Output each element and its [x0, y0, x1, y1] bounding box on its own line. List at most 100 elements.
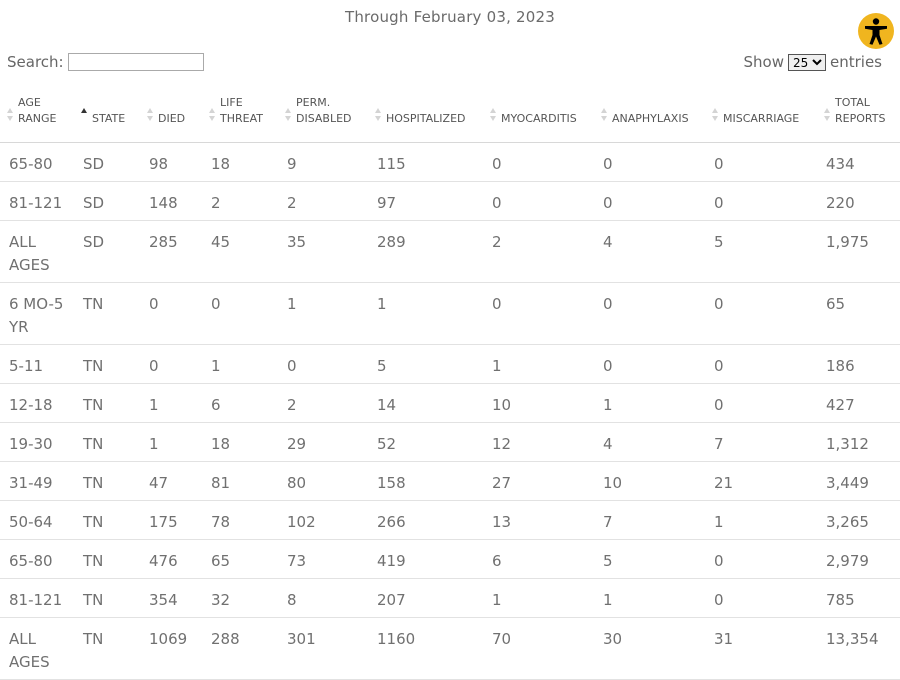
table-cell: 1: [202, 344, 278, 384]
table-cell: 2: [278, 181, 368, 221]
table-cell: 47: [140, 461, 202, 501]
column-header-line2: STATE: [92, 112, 126, 125]
table-cell: 476: [140, 539, 202, 579]
entries-length: Show 25 entries: [744, 53, 882, 71]
table-cell: 21: [705, 461, 817, 501]
table-cell: 419: [368, 539, 483, 579]
table-row: 5-11 TN 0 1 0 5 1 0 0 186: [0, 344, 900, 384]
table-cell: 158: [368, 461, 483, 501]
accessibility-button[interactable]: [858, 13, 894, 49]
table-cell: 70: [483, 617, 594, 680]
table-cell: 0: [594, 344, 705, 384]
table-cell: 14: [368, 383, 483, 423]
table-cell: SD: [74, 220, 140, 283]
table-cell: 65-80: [0, 539, 74, 579]
table-cell: 97: [368, 181, 483, 221]
table-cell: 0: [705, 142, 817, 182]
table-cell: 2,979: [817, 539, 900, 579]
column-header-line1: [92, 95, 140, 111]
table-cell: 31: [705, 617, 817, 680]
column-header-line1: TOTAL: [835, 96, 870, 109]
table-cell: 78: [202, 500, 278, 540]
table-cell: 7: [594, 500, 705, 540]
column-header-line1: [158, 95, 202, 111]
table-cell: 0: [140, 282, 202, 345]
sort-arrows-icon: [601, 108, 608, 122]
table-cell: 98: [140, 142, 202, 182]
table-cell: 186: [817, 344, 900, 384]
table-cell: 354: [140, 578, 202, 618]
accessibility-person-icon: [865, 18, 887, 45]
table-cell: 18: [202, 142, 278, 182]
sort-arrows-icon: [490, 108, 497, 122]
table-cell: ALL AGES: [0, 617, 74, 680]
table-cell: 1: [140, 422, 202, 462]
column-header-line2: DISABLED: [296, 112, 352, 125]
table-cell: TN: [74, 422, 140, 462]
column-header[interactable]: MYOCARDITIS: [483, 88, 594, 143]
table-cell: 65: [202, 539, 278, 579]
table-cell: 12-18: [0, 383, 74, 423]
table-cell: 80: [278, 461, 368, 501]
table-row: 50-64 TN 175 78 102 266 13 7 1 3,265: [0, 500, 900, 540]
column-header[interactable]: STATE: [74, 88, 140, 143]
table-cell: 115: [368, 142, 483, 182]
column-header[interactable]: MISCARRIAGE: [705, 88, 817, 143]
search-input[interactable]: [67, 53, 204, 71]
sort-arrows-icon: [7, 108, 14, 122]
table-cell: 6: [202, 383, 278, 423]
table-cell: 5: [705, 220, 817, 283]
column-header[interactable]: TOTAL REPORTS: [817, 88, 900, 143]
table-cell: 18: [202, 422, 278, 462]
table-cell: 2: [202, 181, 278, 221]
table-row: 31-49 TN 47 81 80 158 27 10 21 3,449: [0, 461, 900, 501]
column-header[interactable]: ANAPHYLAXIS: [594, 88, 705, 143]
table-cell: 45: [202, 220, 278, 283]
column-header-line1: [501, 95, 594, 111]
table-cell: 27: [483, 461, 594, 501]
table-cell: 5: [368, 344, 483, 384]
entries-label: entries: [830, 53, 882, 71]
table-cell: 31-49: [0, 461, 74, 501]
table-cell: 50-64: [0, 500, 74, 540]
table-cell: TN: [74, 282, 140, 345]
table-cell: TN: [74, 578, 140, 618]
table-cell: 65: [817, 282, 900, 345]
table-cell: 12: [483, 422, 594, 462]
sort-arrows-icon: [285, 108, 292, 122]
column-header[interactable]: PERM. DISABLED: [278, 88, 368, 143]
table-cell: 1: [483, 344, 594, 384]
table-cell: 6: [483, 539, 594, 579]
table-cell: 0: [705, 578, 817, 618]
table-cell: 10: [594, 461, 705, 501]
table-cell: 427: [817, 383, 900, 423]
table-cell: 81: [202, 461, 278, 501]
sort-arrows-icon: [209, 108, 216, 122]
column-header-line1: PERM.: [296, 96, 331, 109]
table-cell: 1,312: [817, 422, 900, 462]
table-cell: 5: [594, 539, 705, 579]
table-cell: 3,265: [817, 500, 900, 540]
table-cell: 0: [483, 142, 594, 182]
table-cell: 30: [594, 617, 705, 680]
table-cell: 301: [278, 617, 368, 680]
table-cell: 5-11: [0, 344, 74, 384]
column-header[interactable]: AGE RANGE: [0, 88, 74, 143]
column-header[interactable]: HOSPITALIZED: [368, 88, 483, 143]
table-cell: 8: [278, 578, 368, 618]
table-cell: TN: [74, 461, 140, 501]
table-cell: 0: [202, 282, 278, 345]
column-header[interactable]: DIED: [140, 88, 202, 143]
table-row: 65-80 TN 476 65 73 419 6 5 0 2,979: [0, 539, 900, 579]
table-cell: 19-30: [0, 422, 74, 462]
table-cell: 285: [140, 220, 202, 283]
search-filter: Search:: [7, 53, 204, 71]
entries-select[interactable]: 25: [788, 53, 826, 71]
table-cell: 4: [594, 422, 705, 462]
table-cell: TN: [74, 617, 140, 680]
table-row: 19-30 TN 1 18 29 52 12 4 7 1,312: [0, 422, 900, 462]
column-header-line2: HOSPITALIZED: [386, 112, 466, 125]
table-body: 65-80 SD 98 18 9 115 0 0 0 434 81-121 SD 148 2 2 97 0 0 0 2…: [0, 142, 900, 680]
table-cell: 0: [594, 181, 705, 221]
column-header[interactable]: LIFE THREAT: [202, 88, 278, 143]
